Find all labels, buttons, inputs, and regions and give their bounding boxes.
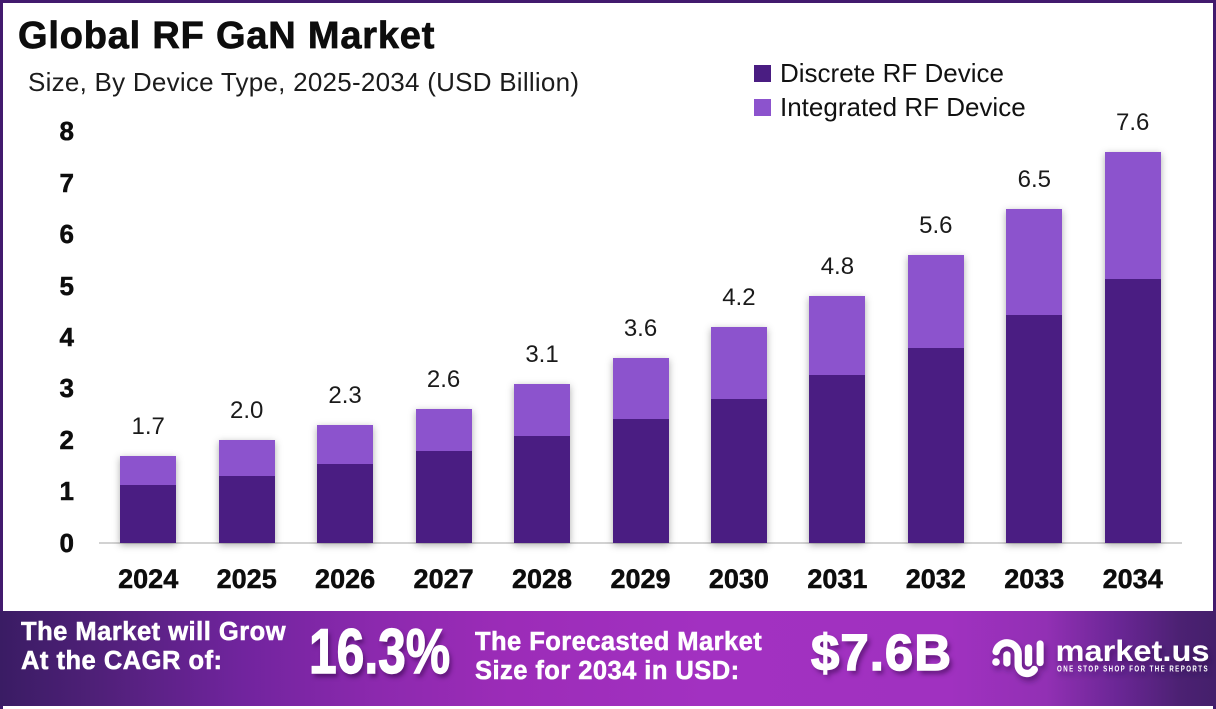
svg-text:market.us: market.us bbox=[1056, 635, 1210, 668]
svg-text:ONE STOP SHOP FOR THE REPORTS: ONE STOP SHOP FOR THE REPORTS bbox=[1057, 664, 1209, 674]
